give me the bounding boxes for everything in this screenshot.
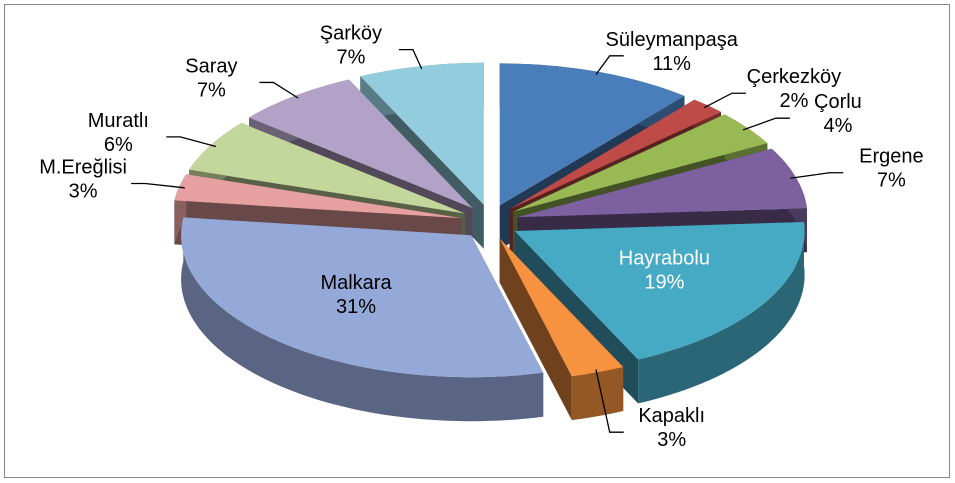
value-label: 19%: [644, 271, 684, 293]
value-label: 11%: [652, 53, 691, 75]
slice-wall: [181, 217, 544, 422]
data-label: Saray 7%: [185, 55, 237, 101]
slice-top: [499, 238, 624, 377]
category-label: Saray: [185, 55, 237, 77]
value-label: 7%: [336, 47, 365, 69]
data-label: Çerkezköy 2%: [747, 66, 841, 112]
category-label: Süleymanpaşa: [606, 29, 739, 51]
data-label: Muratlı 6%: [88, 110, 149, 156]
slice-top: [513, 114, 768, 212]
category-label: Hayrabolu: [619, 247, 710, 269]
leader-line: [595, 55, 624, 75]
leader-line: [595, 369, 624, 433]
leader-line: [166, 136, 217, 148]
slice-top: [360, 62, 484, 205]
slice-top: [249, 79, 473, 209]
category-label: Çerkezköy: [747, 66, 841, 88]
category-label: Çorlu: [814, 91, 862, 113]
category-label: M.Ereğlisi: [39, 156, 127, 178]
category-label: Malkara: [320, 272, 392, 294]
category-label: Şarköy: [320, 23, 382, 45]
leader-line: [131, 182, 185, 189]
slice: [181, 217, 544, 422]
slice-wall: [571, 367, 624, 421]
slice-wall: [638, 222, 805, 404]
slice-top: [174, 174, 463, 219]
leader-line: [703, 92, 746, 109]
slice-top: [189, 123, 465, 214]
slice-side: [499, 238, 572, 421]
data-label: Kapaklı 3%: [638, 405, 705, 451]
leader-line: [790, 172, 844, 179]
value-label: 6%: [104, 134, 133, 156]
leader-line: [742, 117, 790, 131]
category-label: Muratlı: [88, 110, 149, 132]
value-label: 3%: [657, 429, 686, 451]
value-label: 31%: [336, 296, 376, 318]
slice: [499, 238, 624, 421]
category-label: Ergene: [859, 146, 924, 168]
value-label: 7%: [197, 79, 226, 101]
data-label: Çorlu 4%: [814, 91, 862, 137]
data-label: M.Ereğlisi 3%: [39, 156, 127, 202]
data-label: Şarköy 7%: [320, 23, 382, 69]
category-label: Kapaklı: [638, 405, 705, 427]
slice-top: [517, 148, 807, 218]
slice-top: [499, 63, 685, 206]
value-label: 3%: [69, 180, 98, 202]
slice-top: [509, 99, 721, 210]
value-label: 7%: [877, 170, 906, 192]
value-label: 4%: [823, 115, 852, 137]
leader-line: [398, 48, 423, 70]
slice-top: [181, 217, 544, 378]
leader-line: [259, 81, 299, 99]
value-label: 2%: [779, 90, 808, 112]
data-label: Süleymanpaşa 11%: [606, 29, 739, 75]
slice-top: [514, 222, 805, 360]
data-label: Ergene 7%: [859, 146, 924, 192]
data-label: Hayrabolu 19%: [619, 247, 710, 293]
data-label: Malkara 31%: [320, 272, 392, 318]
